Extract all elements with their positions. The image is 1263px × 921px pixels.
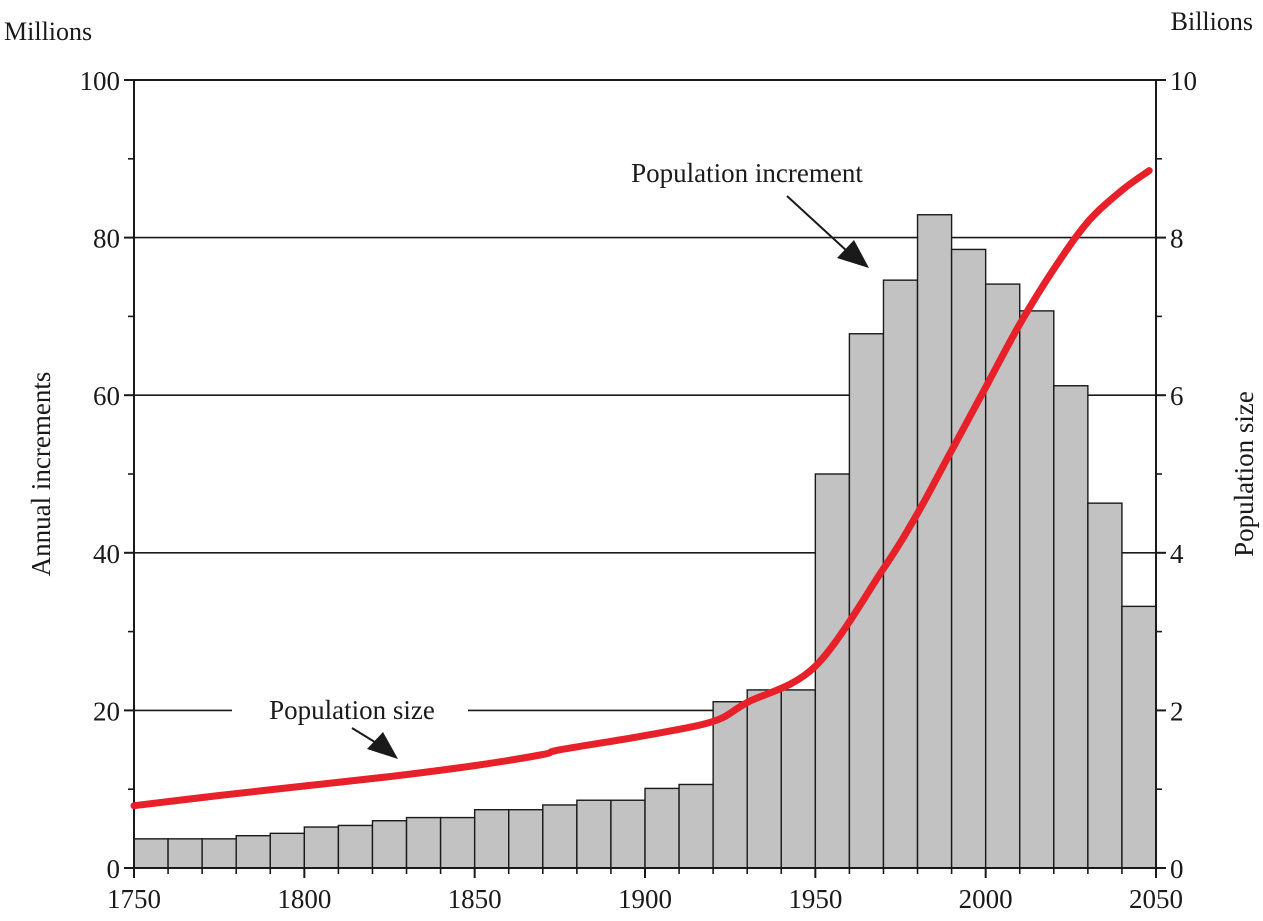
x-tick-label-1950: 1950 (788, 884, 842, 914)
bar-1930 (746, 689, 782, 869)
bar-1910 (678, 783, 714, 869)
x-tick-label-1750: 1750 (107, 884, 161, 914)
y-tick-label-0: 0 (107, 854, 121, 884)
bar-2020 (1053, 385, 1089, 869)
bar-1940 (780, 689, 817, 869)
y2-tick-label-4: 4 (1170, 539, 1184, 569)
x-tick-label-1800: 1800 (277, 884, 331, 914)
y-tick-label-80: 80 (93, 224, 120, 254)
bar-1880 (576, 799, 612, 869)
bar-1850 (473, 808, 510, 869)
x-tick-label-2050: 2050 (1129, 884, 1183, 914)
y-tick-label-20: 20 (93, 696, 120, 726)
axis-ticks: 0 20 40 60 80 100 0 2 4 6 8 10 1750 1800 1850 1900 1950 2… (80, 66, 1198, 914)
annotation-increment-arrowhead (837, 240, 869, 268)
y2-axis-title: Population size (1229, 391, 1259, 557)
bar-1890 (610, 799, 646, 869)
left-unit-label: Millions (4, 17, 92, 46)
bar-2010 (1019, 310, 1055, 869)
bar-1840 (439, 816, 476, 869)
annotation-size-bg (232, 690, 468, 730)
annotation-size-arrowhead (367, 732, 398, 759)
x-tick-label-2000: 2000 (959, 884, 1013, 914)
y-tick-label-60: 60 (93, 381, 120, 411)
bar-1950 (814, 473, 851, 869)
annotation-population-increment: Population increment (598, 154, 896, 268)
right-unit-label: Billions (1171, 7, 1253, 36)
bar-1990 (950, 248, 987, 869)
bar-1780 (235, 834, 271, 869)
bar-2040 (1121, 605, 1157, 869)
bar-1830 (405, 816, 442, 869)
annotation-size-arrow-shaft (351, 727, 379, 745)
y2-tick-label-8: 8 (1170, 224, 1184, 254)
y-tick-label-40: 40 (93, 539, 120, 569)
bar-1820 (371, 820, 408, 869)
y-axis-title: Annual increments (26, 372, 56, 577)
bar-1970 (882, 279, 919, 869)
y2-tick-label-0: 0 (1170, 854, 1184, 884)
bar-1920 (712, 701, 748, 869)
bar-1900 (644, 787, 680, 869)
increment-bars (133, 214, 1157, 869)
annotation-increment-label: Population increment (631, 158, 863, 188)
population-size-series (130, 167, 1153, 810)
bar-2030 (1087, 502, 1123, 869)
y-tick-label-100: 100 (80, 66, 121, 96)
bar-1800 (303, 826, 340, 869)
y2-tick-label-10: 10 (1170, 66, 1197, 96)
x-tick-label-1850: 1850 (448, 884, 502, 914)
annotation-increment-arrow-shaft (786, 195, 849, 253)
y2-tick-label-6: 6 (1170, 381, 1184, 411)
annotation-increment-bg (598, 154, 896, 192)
bar-1870 (542, 804, 578, 869)
bar-1750 (133, 838, 169, 869)
bar-1770 (201, 838, 237, 869)
bar-1790 (269, 832, 306, 869)
annotation-size-label: Population size (269, 695, 435, 725)
annotation-population-size: Population size (232, 690, 468, 759)
bar-1810 (337, 824, 374, 869)
x-tick-label-1900: 1900 (618, 884, 672, 914)
y2-tick-label-2: 2 (1170, 696, 1184, 726)
bar-1760 (167, 838, 203, 869)
population-size-line (130, 167, 1153, 810)
bar-1860 (508, 808, 544, 869)
bar-1980 (916, 214, 953, 869)
